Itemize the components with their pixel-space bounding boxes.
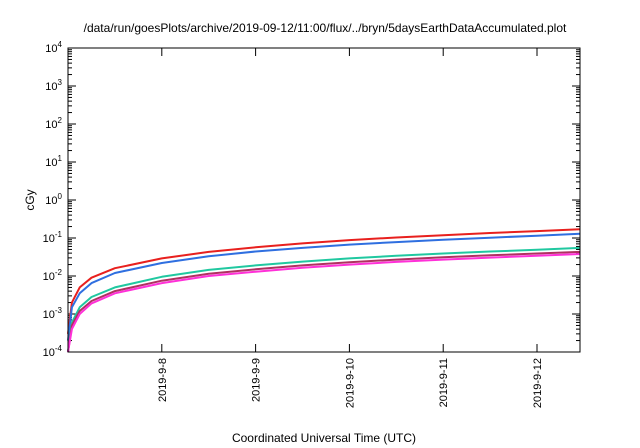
y-tick-label: 10-2 [43,268,63,283]
x-tick-label: 2019-9-10 [344,358,356,408]
y-tick-label: 10-1 [43,230,63,245]
x-axis-ticks: 2019-9-8 2019-9-9 2019-9-10 2019-9-11 2019-9… [157,48,544,408]
y-tick-label: 10-3 [43,306,63,321]
x-tick-label: 2019-9-9 [251,358,263,402]
series-line-2 [67,232,581,341]
chart-title: /data/run/goesPlots/archive/2019-09-12/1… [84,21,567,35]
series-line-4 [67,250,581,353]
y-tick-label: 101 [45,154,62,169]
y-tick-label: 10-4 [43,344,63,359]
y-tick-label: 104 [45,40,62,55]
series-layer [67,228,581,353]
y-tick-label: 102 [45,116,62,131]
y-tick-label: 103 [45,78,62,93]
y-axis-ticks: 10-4 10-3 10-2 10-1 100 101 102 103 104 [43,40,580,359]
plot-frame [67,47,581,353]
x-tick-label: 2019-9-8 [157,358,169,402]
series-line-5 [67,253,581,353]
x-axis-label: Coordinated Universal Time (UTC) [232,431,416,445]
series-line-3 [67,246,581,353]
x-tick-label: 2019-9-11 [438,358,450,407]
x-tick-label: 2019-9-12 [532,358,544,408]
y-tick-label: 100 [45,192,62,207]
series-line-1 [67,228,581,335]
y-axis-label: cGy [23,189,37,210]
